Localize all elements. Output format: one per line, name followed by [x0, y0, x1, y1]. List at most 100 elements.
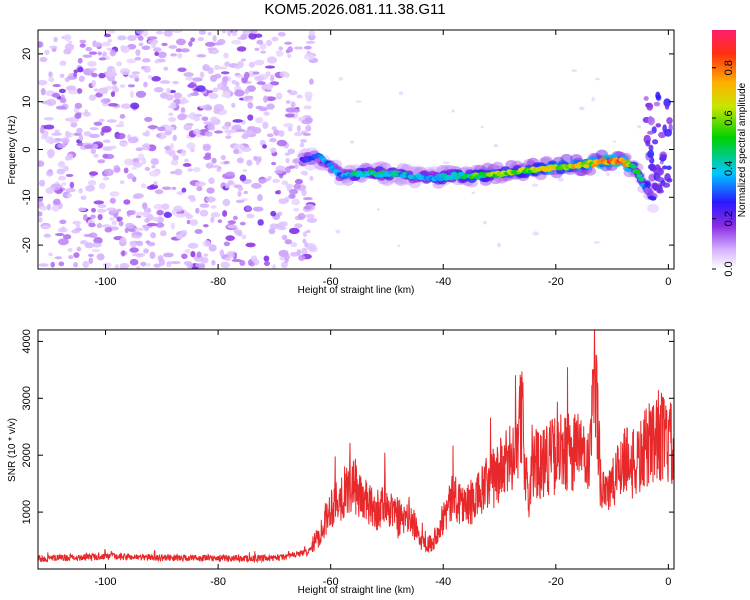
heatmap-cell	[222, 210, 228, 217]
heatmap-cell	[275, 49, 284, 57]
heatmap-cell	[77, 66, 84, 73]
heatmap-cell	[129, 258, 139, 266]
heatmap-cell	[338, 76, 343, 81]
heatmap-cell	[288, 227, 300, 235]
spectrogram-plot: -100 -80 -60 -40 -20 0 20 10 0 -10 -20 Height of …	[7, 29, 675, 296]
heatmap-cell	[252, 71, 260, 75]
y-tick-label: 10	[21, 96, 33, 108]
heatmap-cell	[285, 183, 294, 189]
heatmap-cell	[129, 247, 139, 253]
heatmap-cell	[153, 203, 164, 210]
heatmap-cell	[294, 178, 303, 185]
heatmap-cell	[281, 234, 288, 240]
heatmap-cell	[96, 253, 105, 261]
heatmap-cell	[113, 213, 119, 219]
heatmap-cell	[46, 203, 51, 211]
heatmap-cell	[97, 203, 107, 209]
heatmap-cell	[123, 158, 135, 166]
heatmap-cell	[298, 254, 306, 261]
heatmap-cell	[220, 71, 230, 75]
heatmap-cell	[135, 147, 143, 152]
x-tick-label: -60	[323, 576, 339, 588]
heatmap-cell	[309, 78, 314, 85]
colorbar-label: Normalized spectral amplitude	[737, 82, 748, 217]
heatmap-cell	[655, 164, 661, 170]
colorbar-tick-label: 0.4	[723, 161, 735, 176]
heatmap-cell	[217, 66, 228, 70]
heatmap-cell	[248, 61, 256, 68]
heatmap-cell	[52, 84, 61, 88]
heatmap-cell	[48, 45, 58, 49]
heatmap-cell	[227, 179, 234, 185]
heatmap-cell	[636, 173, 643, 178]
heatmap-cell	[208, 92, 219, 99]
heatmap-cell	[245, 205, 252, 212]
heatmap-cell	[270, 74, 275, 82]
heatmap-cell	[240, 58, 247, 62]
heatmap-cell	[196, 54, 207, 58]
heatmap-cell	[126, 58, 137, 64]
heatmap-cell	[102, 262, 112, 268]
heatmap-cell	[234, 65, 241, 70]
heatmap-cell	[205, 196, 216, 203]
x-tick-label: -100	[95, 276, 117, 288]
heatmap-cell	[212, 87, 219, 93]
heatmap-cell	[76, 88, 83, 94]
heatmap-cell	[225, 171, 235, 177]
heatmap-cell	[180, 229, 188, 236]
heatmap-cell	[147, 74, 153, 80]
heatmap-cell	[170, 222, 175, 230]
heatmap-cell	[235, 74, 247, 79]
heatmap-cell	[64, 155, 70, 161]
heatmap-cell	[117, 35, 127, 41]
heatmap-cell	[195, 263, 206, 268]
heatmap-cell	[497, 242, 501, 248]
heatmap-cell	[170, 53, 178, 57]
heatmap-cell	[132, 157, 140, 163]
heatmap-cell	[197, 37, 205, 42]
heatmap-cell	[79, 43, 86, 48]
heatmap-cell	[186, 262, 194, 269]
heatmap-cell	[483, 220, 487, 225]
heatmap-cell	[97, 208, 107, 213]
heatmap-cell	[180, 107, 186, 113]
spectrogram-x-axis: -100 -80 -60 -40 -20 0	[95, 30, 671, 288]
heatmap-cell	[212, 35, 217, 42]
heatmap-cell	[73, 262, 78, 268]
heatmap-cell	[166, 261, 173, 265]
heatmap-cell	[213, 107, 221, 115]
heatmap-cell	[150, 232, 157, 239]
heatmap-cell	[204, 131, 213, 137]
heatmap-cell	[126, 210, 135, 216]
heatmap-cell	[46, 170, 54, 177]
heatmap-cell	[214, 73, 222, 79]
x-tick-label: -80	[210, 276, 226, 288]
heatmap-cell	[132, 253, 143, 257]
heatmap-cell	[161, 42, 168, 47]
heatmap-cell	[99, 182, 106, 190]
y-tick-label: 2000	[21, 443, 33, 467]
x-tick-label: -20	[548, 576, 564, 588]
heatmap-cell	[177, 52, 183, 59]
heatmap-cell	[203, 253, 209, 257]
y-tick-label: 1000	[21, 500, 33, 524]
heatmap-cell	[181, 253, 188, 260]
heatmap-cell	[43, 117, 54, 121]
heatmap-cell	[154, 189, 164, 195]
heatmap-cell	[662, 182, 671, 188]
heatmap-cell	[236, 157, 244, 164]
heatmap-cell	[237, 186, 244, 192]
heatmap-cell	[45, 136, 54, 144]
y-tick-label: 3000	[21, 386, 33, 410]
heatmap-cell	[257, 156, 262, 163]
heatmap-cell	[194, 229, 203, 234]
heatmap-cell	[146, 222, 158, 227]
heatmap-cell	[664, 129, 672, 137]
heatmap-cell	[265, 39, 272, 47]
heatmap-cell	[116, 61, 123, 67]
heatmap-cell	[85, 46, 93, 52]
heatmap-cell	[188, 112, 197, 120]
heatmap-cell	[121, 250, 126, 257]
heatmap-cell	[93, 121, 103, 126]
